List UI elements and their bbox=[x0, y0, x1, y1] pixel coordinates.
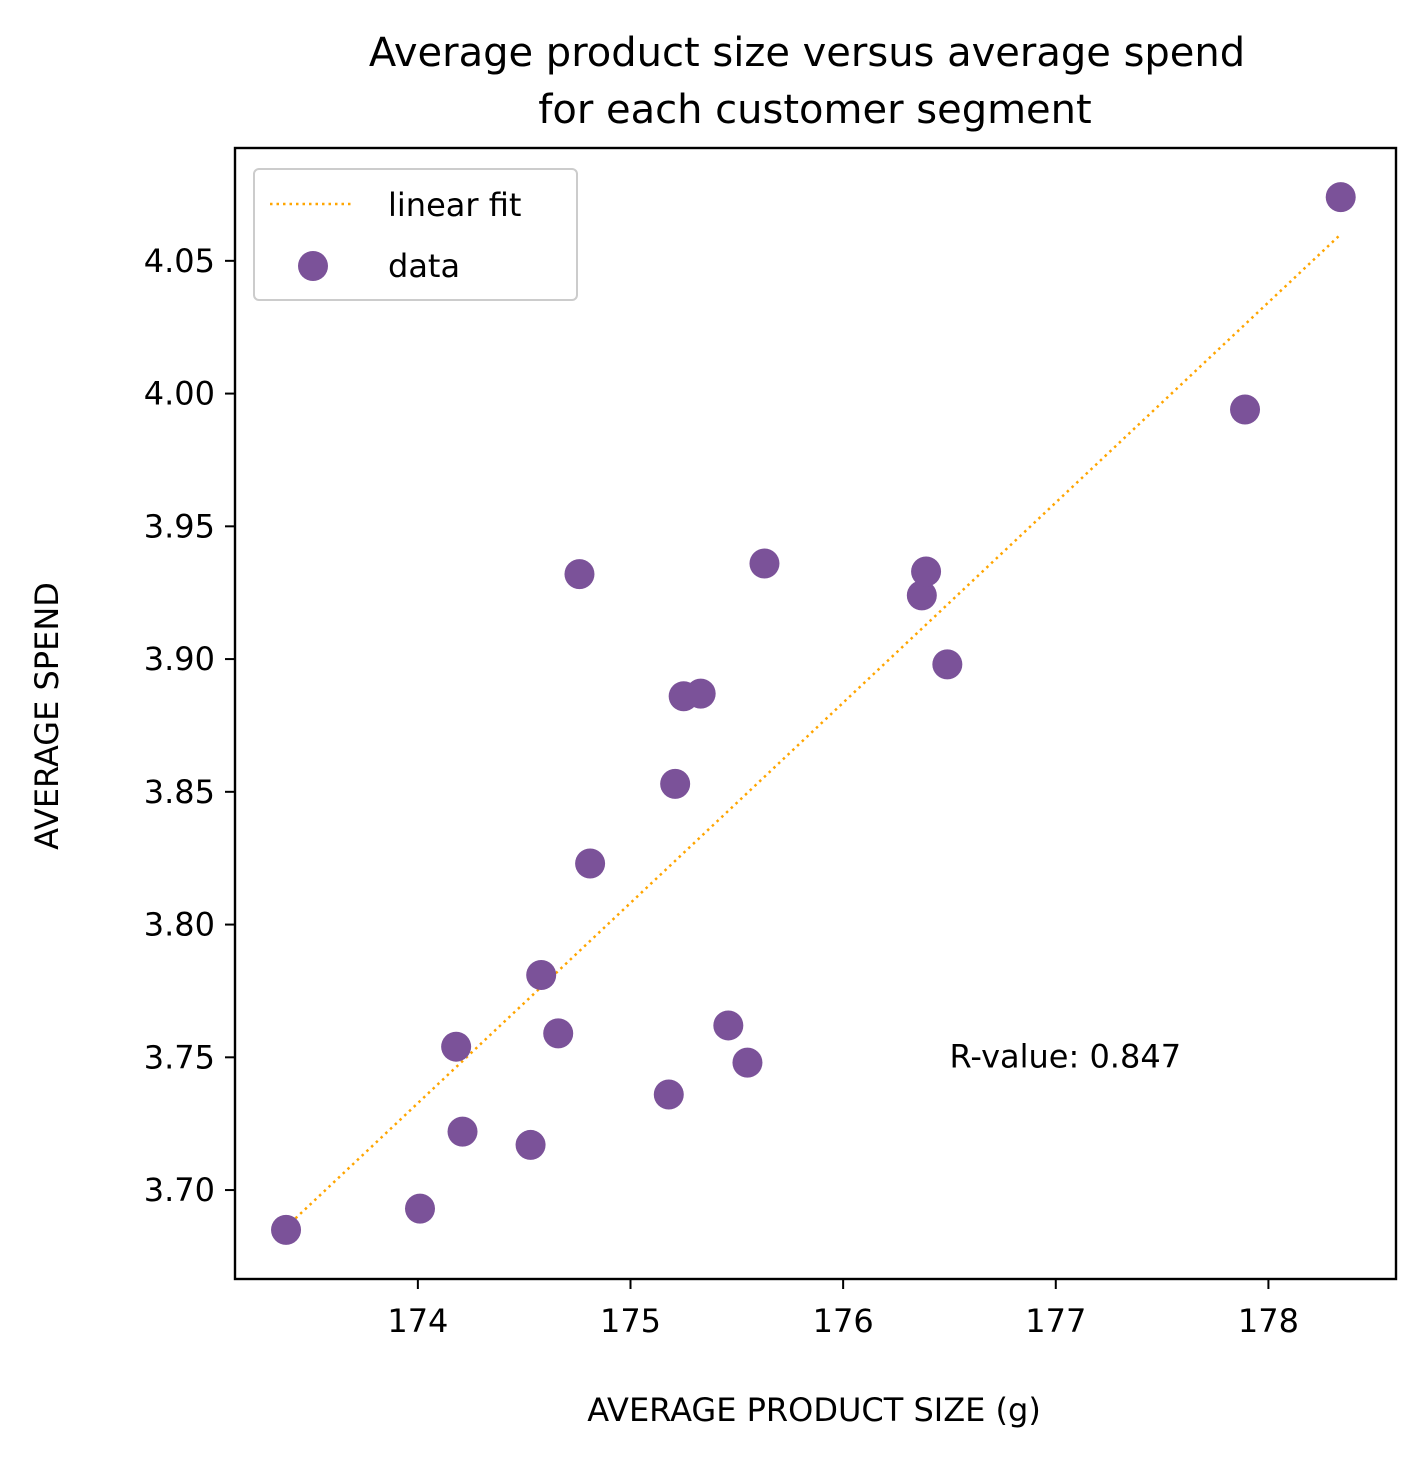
data-point bbox=[543, 1018, 574, 1049]
y-tick-label: 3.75 bbox=[144, 1038, 215, 1076]
legend: linear fit data bbox=[253, 168, 578, 301]
plot-frame bbox=[233, 146, 1398, 1281]
data-point bbox=[660, 768, 691, 799]
x-tick-label: 175 bbox=[600, 1302, 661, 1340]
y-tick-label: 4.00 bbox=[144, 375, 215, 413]
y-axis-ticks: 3.70 3.75 3.80 3.85 3.90 3.95 4.00 4.05 bbox=[144, 242, 235, 1209]
data-point bbox=[932, 649, 963, 680]
x-axis-label: AVERAGE PRODUCT SIZE (g) bbox=[587, 1391, 1041, 1429]
data-point bbox=[1325, 182, 1356, 213]
x-tick-label: 174 bbox=[387, 1302, 448, 1340]
legend-box bbox=[253, 168, 578, 301]
chart-title-line-2: for each customer segment bbox=[538, 87, 1091, 133]
data-point bbox=[1230, 394, 1261, 425]
plot-content bbox=[271, 182, 1356, 1245]
y-tick-label: 4.05 bbox=[144, 242, 215, 280]
linear-fit-line bbox=[285, 233, 1342, 1229]
chart-title: Average product size versus average spen… bbox=[369, 30, 1245, 133]
legend-data-swatch bbox=[298, 251, 328, 281]
x-axis-ticks: 174 175 176 177 178 bbox=[387, 1279, 1299, 1340]
y-axis-label: AVERAGE SPEND bbox=[28, 582, 66, 850]
data-point bbox=[526, 960, 557, 991]
chart-title-line-1: Average product size versus average spen… bbox=[369, 30, 1245, 76]
data-point bbox=[732, 1047, 763, 1078]
y-tick-label: 3.90 bbox=[144, 640, 215, 678]
x-tick-label: 176 bbox=[813, 1302, 874, 1340]
data-point bbox=[653, 1079, 684, 1110]
legend-data-label: data bbox=[388, 247, 460, 285]
y-tick-label: 3.70 bbox=[144, 1171, 215, 1209]
data-point bbox=[564, 559, 595, 590]
data-point bbox=[447, 1116, 478, 1147]
y-tick-label: 3.80 bbox=[144, 906, 215, 944]
data-point bbox=[713, 1010, 744, 1041]
x-tick-label: 178 bbox=[1238, 1302, 1299, 1340]
x-tick-label: 177 bbox=[1025, 1302, 1086, 1340]
data-point bbox=[575, 848, 606, 879]
data-point bbox=[515, 1129, 546, 1160]
data-point bbox=[749, 548, 780, 579]
data-point bbox=[271, 1214, 302, 1245]
data-point bbox=[911, 556, 942, 587]
legend-linear-fit-label: linear fit bbox=[388, 186, 521, 224]
annotations: R-value: 0.847 bbox=[949, 1037, 1181, 1075]
data-point bbox=[404, 1193, 435, 1224]
data-point bbox=[685, 678, 716, 709]
y-tick-label: 3.95 bbox=[144, 507, 215, 545]
y-tick-label: 3.85 bbox=[144, 773, 215, 811]
r-value-annotation: R-value: 0.847 bbox=[949, 1037, 1181, 1075]
data-point bbox=[441, 1031, 472, 1062]
data-point bbox=[906, 580, 937, 611]
